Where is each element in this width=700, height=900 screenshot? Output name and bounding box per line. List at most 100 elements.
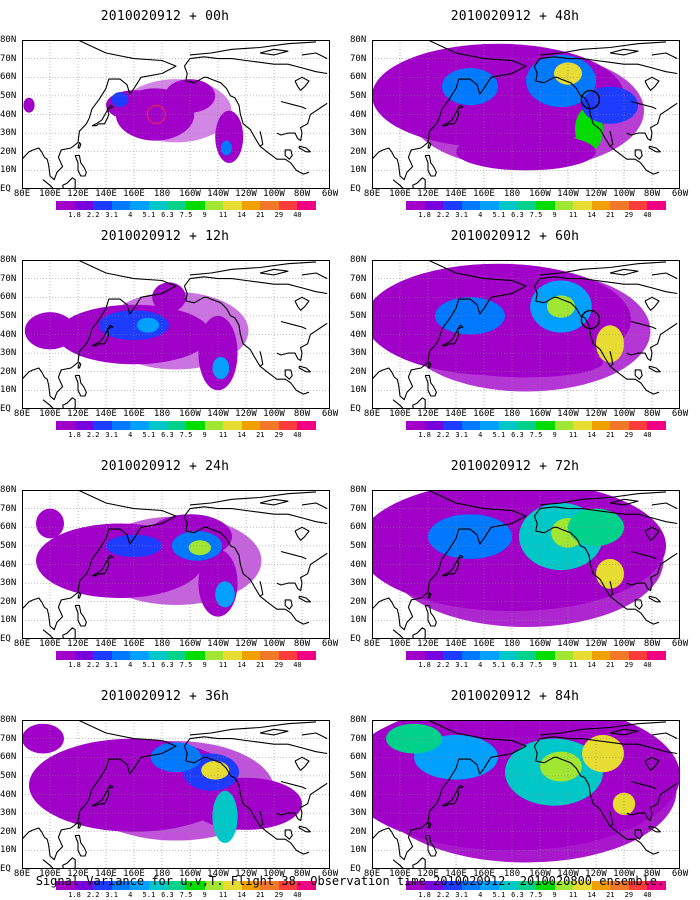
colorbar-level-label: 40 — [293, 661, 302, 669]
colorbar-level-label: 9 — [202, 891, 207, 899]
colorbar-swatch — [647, 651, 667, 660]
colorbar-level-label: 21 — [256, 431, 265, 439]
latitude-label: 50N — [350, 770, 367, 781]
coastline — [294, 526, 310, 541]
colorbar-swatch — [443, 201, 463, 210]
latitude-label: 20N — [0, 596, 17, 607]
latitude-label: EQ — [350, 184, 361, 194]
coastline — [630, 320, 657, 330]
colorbar-swatch — [260, 421, 280, 430]
coastline — [22, 260, 177, 401]
colorbar-swatch — [480, 201, 500, 210]
coastline — [183, 276, 328, 295]
latitude-label: 10N — [0, 615, 17, 626]
coastline — [259, 131, 264, 147]
longitude-label: 100E — [389, 189, 411, 199]
colorbar-swatch — [148, 421, 168, 430]
coastline — [644, 526, 660, 541]
variance-blob — [582, 86, 638, 124]
longitude-label: 100E — [389, 409, 411, 419]
colorbar-swatch — [461, 651, 481, 660]
variance-map — [22, 260, 330, 409]
coastline — [651, 502, 678, 510]
longitude-label: 160W — [179, 869, 201, 879]
longitude-label: 80W — [293, 639, 311, 649]
coastline — [280, 320, 307, 330]
longitude-label: 120E — [67, 189, 89, 199]
coastline — [609, 581, 614, 597]
variance-blob — [428, 514, 512, 559]
colorbar-level-label: 14 — [237, 431, 246, 439]
longitude-label: 100W — [263, 639, 285, 649]
colorbar-level-label: 40 — [293, 431, 302, 439]
variance-blob — [99, 310, 169, 341]
latitude-label: 60N — [0, 72, 17, 83]
colorbar-level-label: 40 — [643, 661, 652, 669]
colorbar-swatch — [647, 201, 667, 210]
coastline — [644, 76, 660, 91]
coastline — [183, 736, 328, 755]
colorbar-level-label: 7.5 — [179, 891, 193, 899]
coastline — [609, 498, 639, 506]
coastline — [74, 154, 87, 177]
colorbar-swatch — [498, 421, 518, 430]
latitude-label: 40N — [350, 109, 367, 120]
colorbar-swatch — [461, 201, 481, 210]
colorbar-level-label: 5.1 — [142, 891, 156, 899]
coastline — [533, 745, 660, 855]
colorbar-swatch — [498, 201, 518, 210]
longitude-label: 160E — [123, 189, 145, 199]
latitude-label: 40N — [0, 559, 17, 570]
longitude-label: 160W — [529, 409, 551, 419]
coastline — [651, 52, 678, 60]
latitude-label: 60N — [0, 522, 17, 533]
observation-marker — [580, 309, 601, 330]
latitude-label: 80N — [0, 255, 17, 265]
coastline — [533, 276, 678, 295]
longitude-label: 140E — [445, 869, 467, 879]
colorbar-swatch — [480, 881, 500, 890]
longitude-label: 120E — [67, 869, 89, 879]
latitude-label: 10N — [350, 165, 367, 176]
coastline — [284, 599, 293, 610]
variance-map — [372, 260, 680, 409]
latitude-label: 70N — [0, 733, 17, 744]
latitude-label: 10N — [350, 845, 367, 856]
colorbar-swatch — [536, 421, 556, 430]
colorbar-level-label: 11 — [568, 211, 578, 219]
variance-map — [372, 490, 680, 639]
coastline — [412, 397, 426, 409]
coastline — [77, 361, 82, 369]
latitude-label: 50N — [0, 770, 17, 781]
longitude-label: 80E — [13, 409, 31, 419]
colorbar-swatch — [56, 651, 76, 660]
colorbar-swatch — [223, 651, 243, 660]
longitude-label: 180 — [153, 189, 171, 199]
coastline — [533, 736, 678, 755]
longitude-label: 140E — [95, 639, 117, 649]
longitude-label: 100W — [613, 869, 635, 879]
colorbar-swatch — [573, 421, 593, 430]
colorbar-swatch — [56, 421, 76, 430]
latitude-label: 70N — [350, 733, 367, 744]
colorbar-swatch — [111, 881, 131, 890]
longitude-label: 60W — [671, 869, 689, 879]
coastline — [22, 40, 177, 181]
latitude-label: 20N — [350, 146, 367, 157]
colorbar-level-label: 4 — [478, 431, 483, 439]
colorbar-swatch — [93, 651, 113, 660]
coastline — [427, 141, 432, 149]
longitude-label: 160E — [473, 639, 495, 649]
longitude-label: 140W — [557, 409, 579, 419]
longitude-label: 80W — [293, 409, 311, 419]
coastline — [644, 296, 660, 311]
colorbar-swatch — [241, 881, 261, 890]
colorbar-level-label: 4 — [478, 211, 483, 219]
colorbar-level-label: 7.5 — [179, 661, 193, 669]
colorbar-level-label: 9 — [552, 211, 557, 219]
colorbar-swatch — [204, 881, 224, 890]
colorbar-swatch — [591, 881, 611, 890]
latitude-label: 20N — [350, 826, 367, 837]
longitude-label: 180 — [503, 639, 521, 649]
colorbar: 1.8 2.2 3.1 4 5.1 6.3 7.5 9 11 14 21 29 40 — [406, 651, 667, 669]
